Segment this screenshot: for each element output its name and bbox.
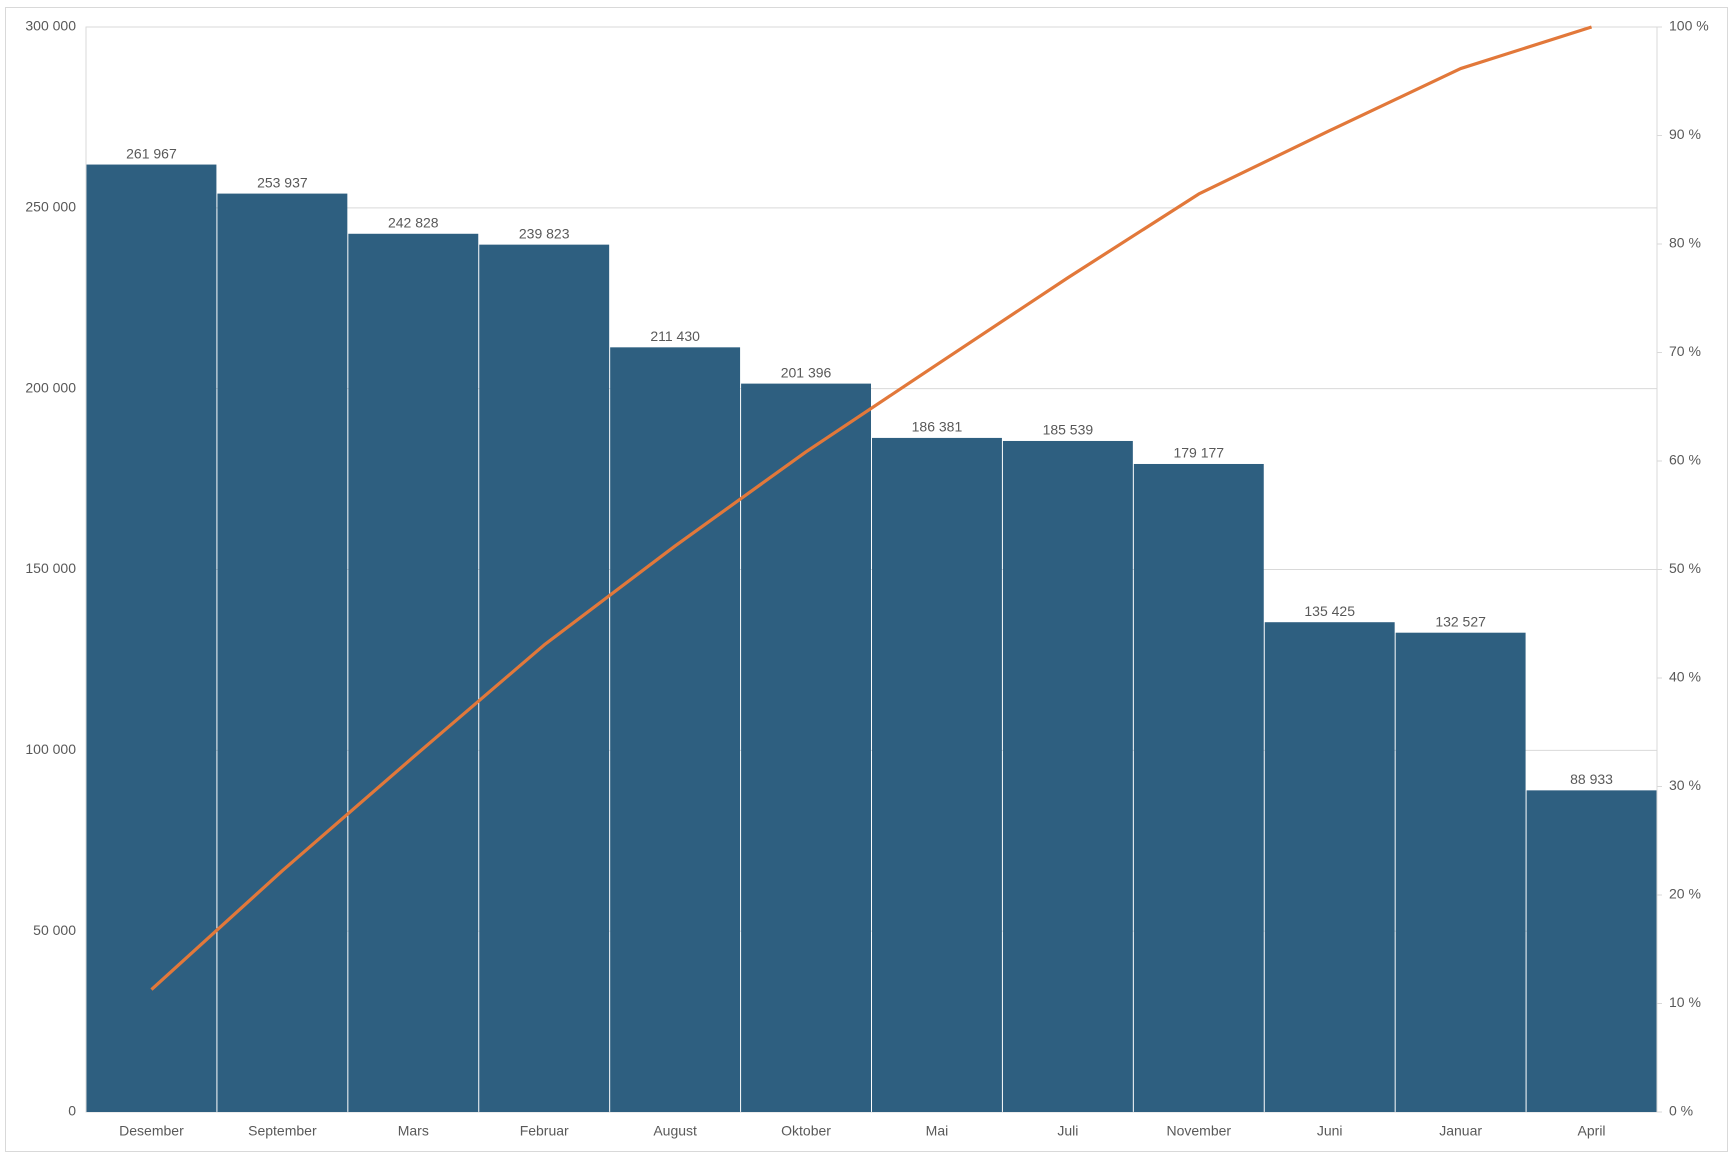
y-tick-label: 50 000 (33, 922, 76, 938)
x-tick-label: Mai (926, 1123, 949, 1139)
y2-tick-label: 100 % (1669, 18, 1709, 34)
plot-border (85, 26, 1658, 1113)
bar (1002, 440, 1133, 1112)
data-label: 242 828 (388, 214, 439, 230)
y2-tick-label: 70 % (1669, 343, 1701, 359)
data-label: 201 396 (781, 364, 832, 380)
y-tick-label: 100 000 (25, 741, 76, 757)
bar (741, 383, 871, 1112)
x-tick-label: November (1166, 1123, 1231, 1139)
bar (86, 164, 217, 1113)
y-tick-label: 0 (68, 1103, 76, 1119)
bar (348, 233, 479, 1112)
x-tick-label: Juni (1317, 1123, 1343, 1139)
y2-tick-label: 50 % (1669, 560, 1701, 576)
y2-tick-label: 40 % (1669, 669, 1701, 685)
data-label: 185 539 (1043, 422, 1094, 438)
y-tick-label: 300 000 (25, 18, 76, 34)
x-tick-label: Mars (398, 1123, 429, 1139)
y-tick-label: 200 000 (25, 379, 76, 395)
y2-tick-label: 20 % (1669, 886, 1701, 902)
bar (872, 437, 1002, 1112)
data-label: 186 381 (912, 419, 963, 435)
y2-tick-label: 10 % (1669, 994, 1701, 1010)
data-label: 239 823 (519, 225, 570, 241)
bar (1264, 622, 1395, 1112)
data-label: 88 933 (1570, 771, 1613, 787)
data-label: 253 937 (257, 174, 308, 190)
bar (1133, 463, 1264, 1112)
bar (610, 347, 741, 1113)
x-tick-label: Oktober (781, 1123, 831, 1139)
cumulative-line (150, 25, 1593, 991)
x-tick-label: September (248, 1123, 317, 1139)
x-tick-label: Januar (1439, 1123, 1482, 1139)
data-label: 179 177 (1173, 445, 1224, 461)
x-tick-label: Februar (520, 1123, 569, 1139)
data-label: 135 425 (1304, 603, 1355, 619)
y-tick-label: 250 000 (25, 199, 76, 215)
bar (1526, 790, 1657, 1112)
bar (1395, 632, 1526, 1112)
bar (479, 244, 610, 1113)
y2-tick-label: 90 % (1669, 126, 1701, 142)
y2-tick-label: 30 % (1669, 777, 1701, 793)
x-tick-label: April (1578, 1123, 1606, 1139)
x-tick-label: Juli (1057, 1123, 1078, 1139)
y-tick-label: 150 000 (25, 560, 76, 576)
y2-tick-label: 80 % (1669, 235, 1701, 251)
y2-tick-label: 60 % (1669, 452, 1701, 468)
x-tick-label: August (653, 1123, 697, 1139)
x-tick-label: Desember (119, 1123, 184, 1139)
y2-tick-label: 0 % (1669, 1103, 1693, 1119)
bar (217, 193, 348, 1113)
data-label: 132 527 (1435, 613, 1486, 629)
data-label: 211 430 (650, 328, 700, 344)
data-label: 261 967 (126, 145, 177, 161)
